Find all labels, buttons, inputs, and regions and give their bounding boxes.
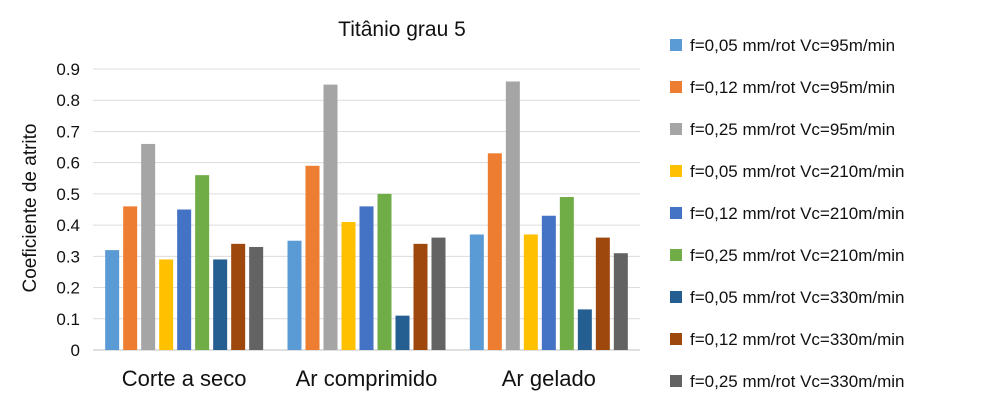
legend-label: f=0,05 mm/rot Vc=95m/min: [690, 36, 895, 55]
x-category-label: Ar gelado: [502, 366, 596, 391]
legend-swatch: [670, 375, 682, 387]
x-category-label: Corte a seco: [122, 366, 247, 391]
bar: [541, 215, 556, 350]
bar: [413, 243, 428, 350]
legend-swatch: [670, 123, 682, 135]
y-axis-label: Coeficiente de atrito: [20, 124, 41, 293]
bar: [395, 315, 410, 350]
y-tick-label: 0: [71, 341, 80, 360]
bar: [141, 143, 156, 350]
y-tick-label: 0.7: [56, 122, 80, 141]
bar: [595, 237, 610, 350]
bar: [123, 206, 138, 350]
bars: [105, 81, 628, 350]
bar: [159, 259, 174, 350]
legend-swatch: [670, 39, 682, 51]
bar: [523, 234, 538, 350]
bar: [613, 253, 628, 350]
y-tick-label: 0.8: [56, 91, 80, 110]
bar: [249, 246, 264, 350]
bar: [341, 221, 356, 350]
bar: [505, 81, 520, 350]
y-tick-label: 0.1: [56, 310, 80, 329]
legend-label: f=0,12 mm/rot Vc=95m/min: [690, 78, 895, 97]
legend-label: f=0,05 mm/rot Vc=330m/min: [690, 288, 904, 307]
legend-swatch: [670, 291, 682, 303]
legend-label: f=0,25 mm/rot Vc=210m/min: [690, 246, 904, 265]
y-tick-label: 0.9: [56, 60, 80, 79]
bar: [177, 209, 192, 350]
legend-swatch: [670, 333, 682, 345]
bar: [287, 240, 302, 350]
y-tick-label: 0.6: [56, 154, 80, 173]
bar: [431, 237, 446, 350]
legend-label: f=0,12 mm/rot Vc=210m/min: [690, 204, 904, 223]
legend-swatch: [670, 165, 682, 177]
legend-swatch: [670, 207, 682, 219]
bar: [469, 234, 484, 350]
bar: [105, 250, 120, 350]
bar: [195, 175, 210, 350]
legend-label: f=0,12 mm/rot Vc=330m/min: [690, 330, 904, 349]
bar: [559, 197, 574, 350]
bar: [231, 243, 246, 350]
bar: [305, 165, 320, 350]
bar: [213, 259, 228, 350]
bar: [577, 309, 592, 350]
y-axis-ticks: 0 0.1 0.2 0.3 0.4 0.5 0.6 0.7 0.8 0.9: [56, 60, 80, 360]
legend-label: f=0,25 mm/rot Vc=330m/min: [690, 372, 904, 391]
legend-swatch: [670, 249, 682, 261]
legend-swatch: [670, 81, 682, 93]
legend: f=0,05 mm/rot Vc=95m/min f=0,12 mm/rot Vc…: [670, 36, 904, 391]
y-tick-label: 0.5: [56, 185, 80, 204]
x-category-label: Ar comprimido: [296, 366, 438, 391]
legend-label: f=0,05 mm/rot Vc=210m/min: [690, 162, 904, 181]
bar: [377, 193, 392, 350]
x-axis-categories: Corte a seco Ar comprimido Ar gelado: [122, 366, 596, 391]
bar: [487, 153, 502, 350]
chart-title: Titânio grau 5: [338, 18, 466, 41]
y-tick-label: 0.2: [56, 279, 80, 298]
bar: [323, 84, 338, 350]
y-tick-label: 0.4: [56, 216, 80, 235]
legend-label: f=0,25 mm/rot Vc=95m/min: [690, 120, 895, 139]
y-tick-label: 0.3: [56, 247, 80, 266]
bar: [359, 206, 374, 350]
